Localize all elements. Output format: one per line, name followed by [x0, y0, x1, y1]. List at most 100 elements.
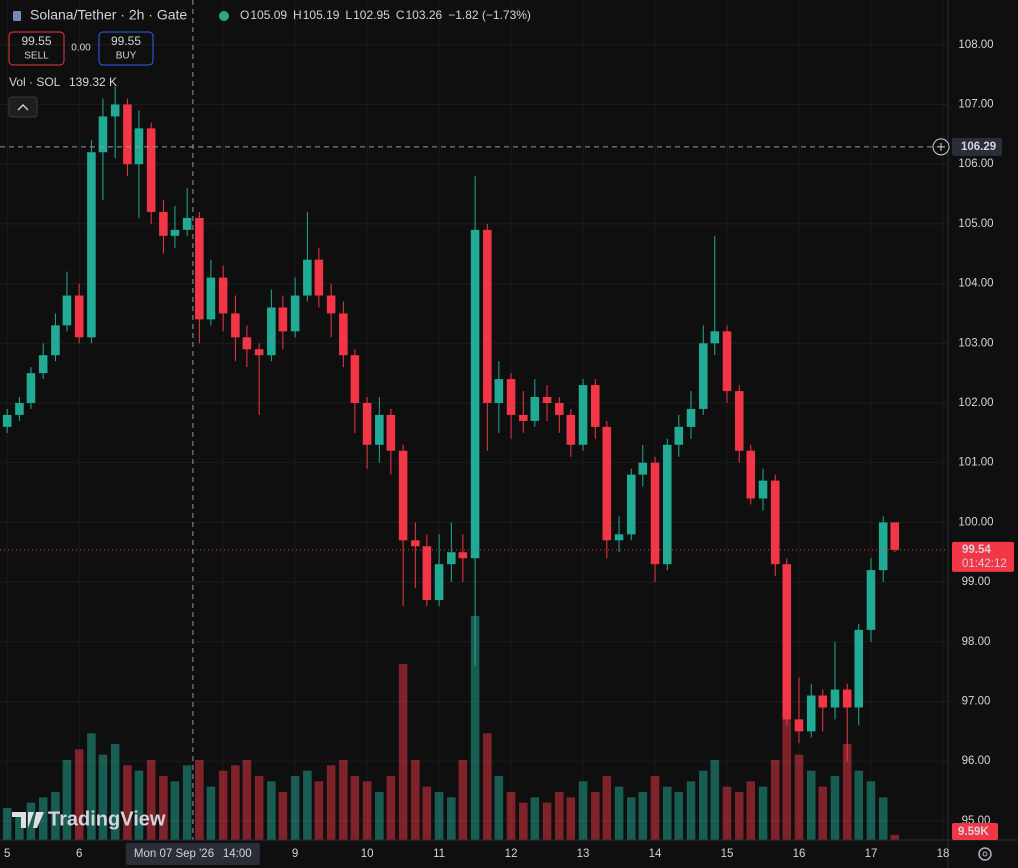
volume-bar	[74, 749, 84, 840]
volume-bar	[782, 717, 792, 840]
candle-body	[123, 104, 132, 165]
legend-value: 105.19	[303, 8, 340, 22]
volume-bar	[195, 760, 204, 840]
volume-bar	[746, 781, 756, 840]
volume-bar	[698, 770, 708, 840]
gear[interactable]	[978, 847, 992, 861]
volume-bar	[458, 760, 468, 840]
candle-body	[578, 385, 588, 445]
volume-bar	[483, 733, 492, 840]
y-tick-label: 102.00	[958, 397, 993, 409]
y-tick-label: 96.00	[962, 755, 991, 767]
volume-bar	[494, 776, 504, 840]
buy-button[interactable]	[98, 31, 154, 66]
candle-body	[686, 408, 696, 427]
x-tick-label: 14	[649, 848, 662, 860]
volume-bar	[686, 781, 696, 840]
candle-body	[2, 414, 12, 427]
collapse-button[interactable]	[8, 96, 38, 118]
chart-title: Solana/Tether · 2h · Gate	[30, 7, 187, 23]
candle-body	[339, 313, 348, 356]
crosshair-time-label: 14:00	[223, 848, 252, 860]
y-tick-label: 99.00	[962, 576, 991, 588]
volume-bar	[638, 792, 648, 840]
x-tick-label: 12	[505, 848, 518, 860]
status-dot	[219, 11, 229, 21]
volume-bar	[818, 786, 828, 840]
legend-value: 103.26	[405, 8, 442, 22]
collapse-icon	[17, 104, 29, 111]
settings-icon[interactable]	[978, 847, 992, 861]
candle-body	[519, 414, 528, 421]
candle-body	[110, 104, 120, 117]
y-tick-label: 98.00	[962, 636, 991, 648]
volume-bar	[386, 776, 396, 840]
candle-body	[362, 402, 372, 445]
volume-bar	[242, 760, 252, 840]
volume-bar	[87, 733, 96, 840]
candle-body	[662, 444, 672, 565]
x-tick-label: 13	[577, 848, 590, 860]
volume-bar	[710, 760, 720, 840]
countdown-label: 01:42:12	[962, 558, 1007, 570]
candle-body	[254, 349, 264, 356]
candle-body	[170, 229, 180, 236]
candle-body	[159, 211, 168, 236]
volume-bar	[506, 792, 516, 840]
candle-body	[698, 343, 708, 409]
volume-bar	[591, 792, 600, 840]
buy-price: 99.55	[111, 34, 141, 48]
candle-body	[278, 307, 288, 332]
volume-bar	[470, 616, 480, 840]
watermark-logo	[12, 812, 44, 828]
candle-body	[314, 259, 324, 296]
volume-bar	[303, 770, 312, 840]
candle-body	[458, 552, 468, 559]
sell-button[interactable]	[8, 31, 65, 66]
volume-bar	[542, 802, 552, 840]
x-tick-label: 11	[433, 848, 445, 860]
volume-bar	[375, 792, 384, 840]
candle-body	[422, 546, 432, 600]
candle-body	[890, 522, 900, 550]
sell-label: SELL	[24, 51, 49, 62]
crosshair-x-box	[125, 843, 260, 865]
volume-bar	[890, 834, 900, 840]
legend-label: L	[345, 8, 352, 22]
volume-bar	[339, 760, 348, 840]
volume-bar	[62, 760, 72, 840]
candle-body	[218, 277, 228, 314]
crosshair-y-box	[952, 137, 1002, 156]
candle-body	[770, 480, 780, 565]
candle-body	[206, 277, 216, 320]
volume-bar	[134, 770, 144, 840]
volume-bar	[626, 797, 636, 840]
volume-bar	[674, 792, 684, 840]
candle-body	[806, 695, 816, 732]
last-price-box	[952, 541, 1014, 572]
candle-body	[195, 217, 204, 320]
volume-bar	[842, 744, 852, 840]
volume-bar	[806, 770, 816, 840]
y-tick-label: 107.00	[958, 99, 993, 111]
volume-bar	[2, 808, 12, 840]
candle-body	[626, 474, 636, 535]
candle-body	[15, 402, 24, 415]
volume-bar	[794, 754, 804, 840]
candle-body	[602, 426, 612, 541]
candle-body	[411, 540, 420, 547]
y-tick-label: 105.00	[958, 218, 993, 230]
y-tick-label: 108.00	[958, 39, 993, 51]
volume-bar	[278, 792, 288, 840]
volume-bar	[578, 781, 588, 840]
volume-bar	[159, 776, 168, 840]
candle-body	[267, 307, 276, 356]
candle-body	[566, 414, 576, 445]
candle-body	[434, 564, 444, 600]
volume-bar	[411, 760, 420, 840]
volume-bar	[555, 792, 564, 840]
volume-bar	[770, 760, 780, 840]
volume-bar	[422, 786, 432, 840]
candle-body	[818, 695, 828, 708]
volume-bar	[15, 813, 24, 840]
